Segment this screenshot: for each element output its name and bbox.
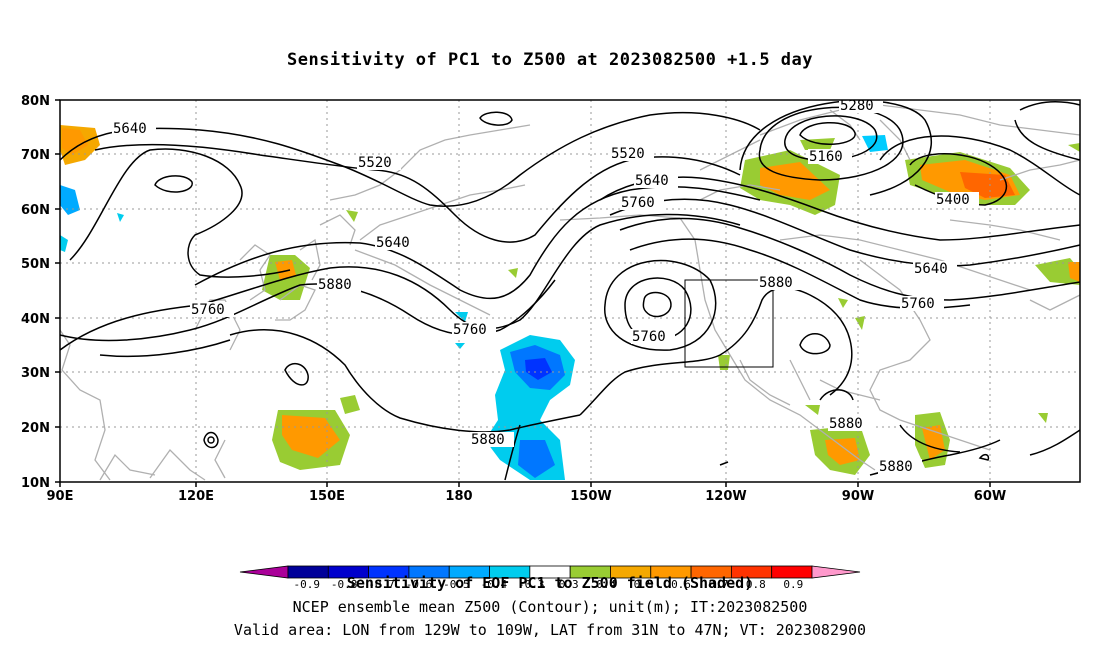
colorbar-tick-label: 0.8 [746, 578, 766, 591]
colorbar-tick-label: 0.5 [634, 578, 654, 591]
lon-label: 150W [570, 489, 611, 504]
lat-label: 80N [21, 94, 50, 109]
colorbar-tick-label: -0.6 [406, 578, 433, 591]
lon-label: 60W [974, 489, 1006, 504]
contour-label: 5520 [610, 146, 654, 162]
contour-label: 5880 [470, 432, 514, 448]
svg-text:5880: 5880 [879, 459, 913, 475]
lat-label: 20N [21, 421, 50, 436]
contour-label: 5640 [112, 121, 156, 137]
lat-label: 30N [21, 366, 50, 381]
svg-text:5160: 5160 [809, 149, 843, 165]
contour-label: 5640 [913, 261, 957, 277]
contour-label: 5880 [758, 275, 802, 291]
contour-label: 5640 [634, 173, 678, 189]
contour-label: 5880 [878, 459, 922, 475]
colorbar-tick-label: -0.9 [293, 578, 320, 591]
svg-text:5880: 5880 [318, 277, 352, 293]
contour-label: 5760 [190, 302, 234, 318]
colorbar-tick-label: -0.3 [518, 578, 545, 591]
colorbar-tick-label: -0.4 [481, 578, 508, 591]
colorbar-tick-label: 0.6 [671, 578, 691, 591]
lat-label: 40N [21, 312, 50, 327]
lon-label: 90W [842, 489, 874, 504]
contour-label: 5760 [620, 195, 664, 211]
svg-text:5520: 5520 [611, 146, 645, 162]
lat-label: 60N [21, 203, 50, 218]
contour-label: 5880 [828, 416, 872, 432]
colorbar-label: Sensitivity of EOF PC1 to Z500 field (Sh… [346, 574, 754, 592]
footer-valid-area: Valid area: LON from 129W to 109W, LAT f… [233, 621, 867, 639]
contour-label-group: 5640 5520 5760 5640 5880 5760 5520 5640 … [112, 98, 979, 475]
contour-label: 5280 [839, 98, 883, 114]
contour-label: 5760 [900, 296, 944, 312]
contour-label: 5880 [317, 277, 361, 293]
contour-label: 5760 [452, 322, 496, 338]
lat-label: 10N [21, 476, 50, 491]
colorbar-tick-label: 0.9 [783, 578, 803, 591]
svg-text:5880: 5880 [829, 416, 863, 432]
sensitivity-shading [60, 125, 1080, 480]
lon-label: 180 [445, 489, 472, 504]
coastlines [59, 104, 1081, 481]
svg-text:5400: 5400 [936, 192, 970, 208]
svg-text:5280: 5280 [840, 98, 874, 114]
svg-text:5760: 5760 [632, 329, 666, 345]
colorbar-arrow-right [811, 565, 861, 579]
colorbar-tick-label: 0.3 [559, 578, 579, 591]
lon-label: 120E [178, 489, 214, 504]
map-title: Sensitivity of PC1 to Z500 at 2023082500… [286, 50, 813, 70]
colorbar-tick-label: -0.7 [368, 578, 395, 591]
contour-label: 5760 [631, 329, 675, 345]
svg-text:5520: 5520 [358, 155, 392, 171]
latitude-labels: 80N 70N 60N 50N 40N 30N 20N 10N [21, 94, 50, 491]
colorbar-tick-label: 0.4 [596, 578, 616, 591]
svg-text:5760: 5760 [191, 302, 225, 318]
svg-text:5880: 5880 [759, 275, 793, 291]
map-frame [59, 99, 1081, 483]
contour-label: 5400 [935, 192, 979, 208]
colorbar: -0.9 -0.8 -0.7 -0.6 -0.5 -0.4 -0.3 0.3 0.4 0.5 0.6… [239, 565, 861, 591]
svg-text:5760: 5760 [453, 322, 487, 338]
lon-label: 120W [705, 489, 746, 504]
footer-contour-info: NCEP ensemble mean Z500 (Contour); unit(… [292, 598, 808, 616]
svg-text:5760: 5760 [901, 296, 935, 312]
lat-label: 50N [21, 257, 50, 272]
svg-text:5640: 5640 [376, 235, 410, 251]
frame-ticks [55, 99, 991, 487]
valid-area-box [684, 279, 774, 368]
svg-text:5880: 5880 [471, 432, 505, 448]
lon-label: 150E [309, 489, 345, 504]
lat-label: 70N [21, 148, 50, 163]
colorbar-tick-label: -0.8 [331, 578, 358, 591]
colorbar-tick-label: 0.7 [708, 578, 728, 591]
contour-label: 5160 [808, 149, 852, 165]
svg-text:5640: 5640 [113, 121, 147, 137]
svg-text:5760: 5760 [621, 195, 655, 211]
svg-text:5640: 5640 [635, 173, 669, 189]
contour-label: 5640 [375, 235, 419, 251]
lon-label: 90E [47, 489, 74, 504]
svg-text:5640: 5640 [914, 261, 948, 277]
contour-label: 5520 [357, 155, 401, 171]
colorbar-tick-label: -0.5 [443, 578, 470, 591]
longitude-labels: 90E 120E 150E 180 150W 120W 90W 60W [47, 489, 1007, 504]
